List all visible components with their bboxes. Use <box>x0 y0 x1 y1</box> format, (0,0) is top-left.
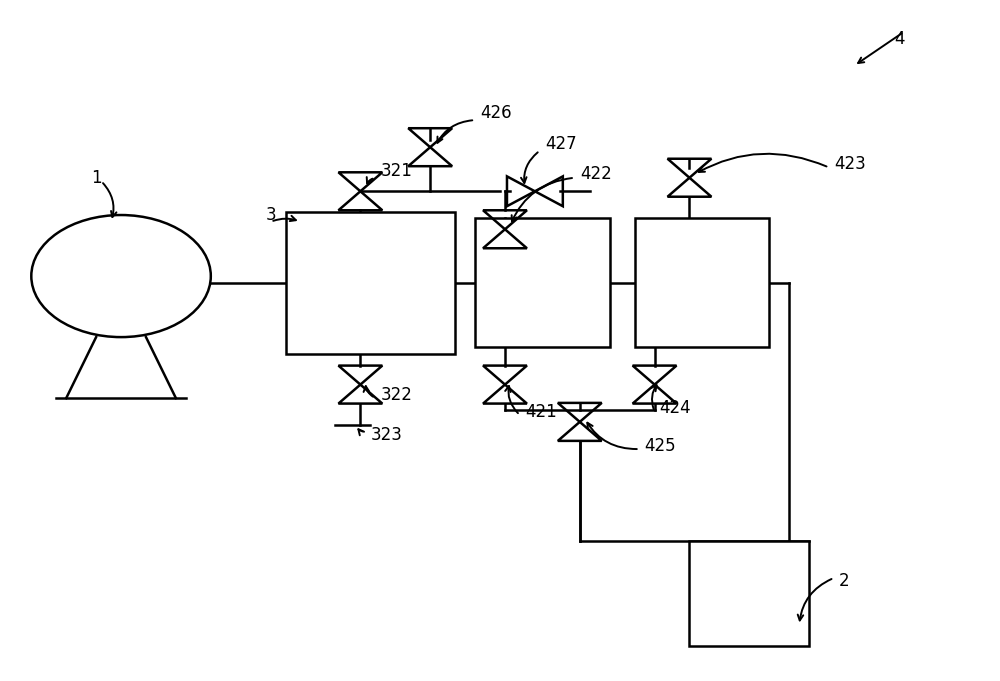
Text: 421: 421 <box>525 402 557 421</box>
Bar <box>286 212 455 354</box>
Text: 1: 1 <box>91 169 102 187</box>
Text: 426: 426 <box>480 104 512 123</box>
Text: 322: 322 <box>380 385 412 404</box>
Text: 423: 423 <box>834 155 866 173</box>
Text: 424: 424 <box>660 399 691 417</box>
Text: 422: 422 <box>580 165 612 183</box>
Bar <box>475 219 610 347</box>
Bar <box>689 541 809 646</box>
Bar <box>635 219 769 347</box>
Text: 3: 3 <box>266 206 276 224</box>
Text: 2: 2 <box>839 572 850 590</box>
Text: 425: 425 <box>645 437 676 455</box>
Text: 321: 321 <box>380 162 412 180</box>
Text: 323: 323 <box>370 426 402 445</box>
Text: 4: 4 <box>894 30 904 48</box>
Text: 427: 427 <box>545 135 576 153</box>
